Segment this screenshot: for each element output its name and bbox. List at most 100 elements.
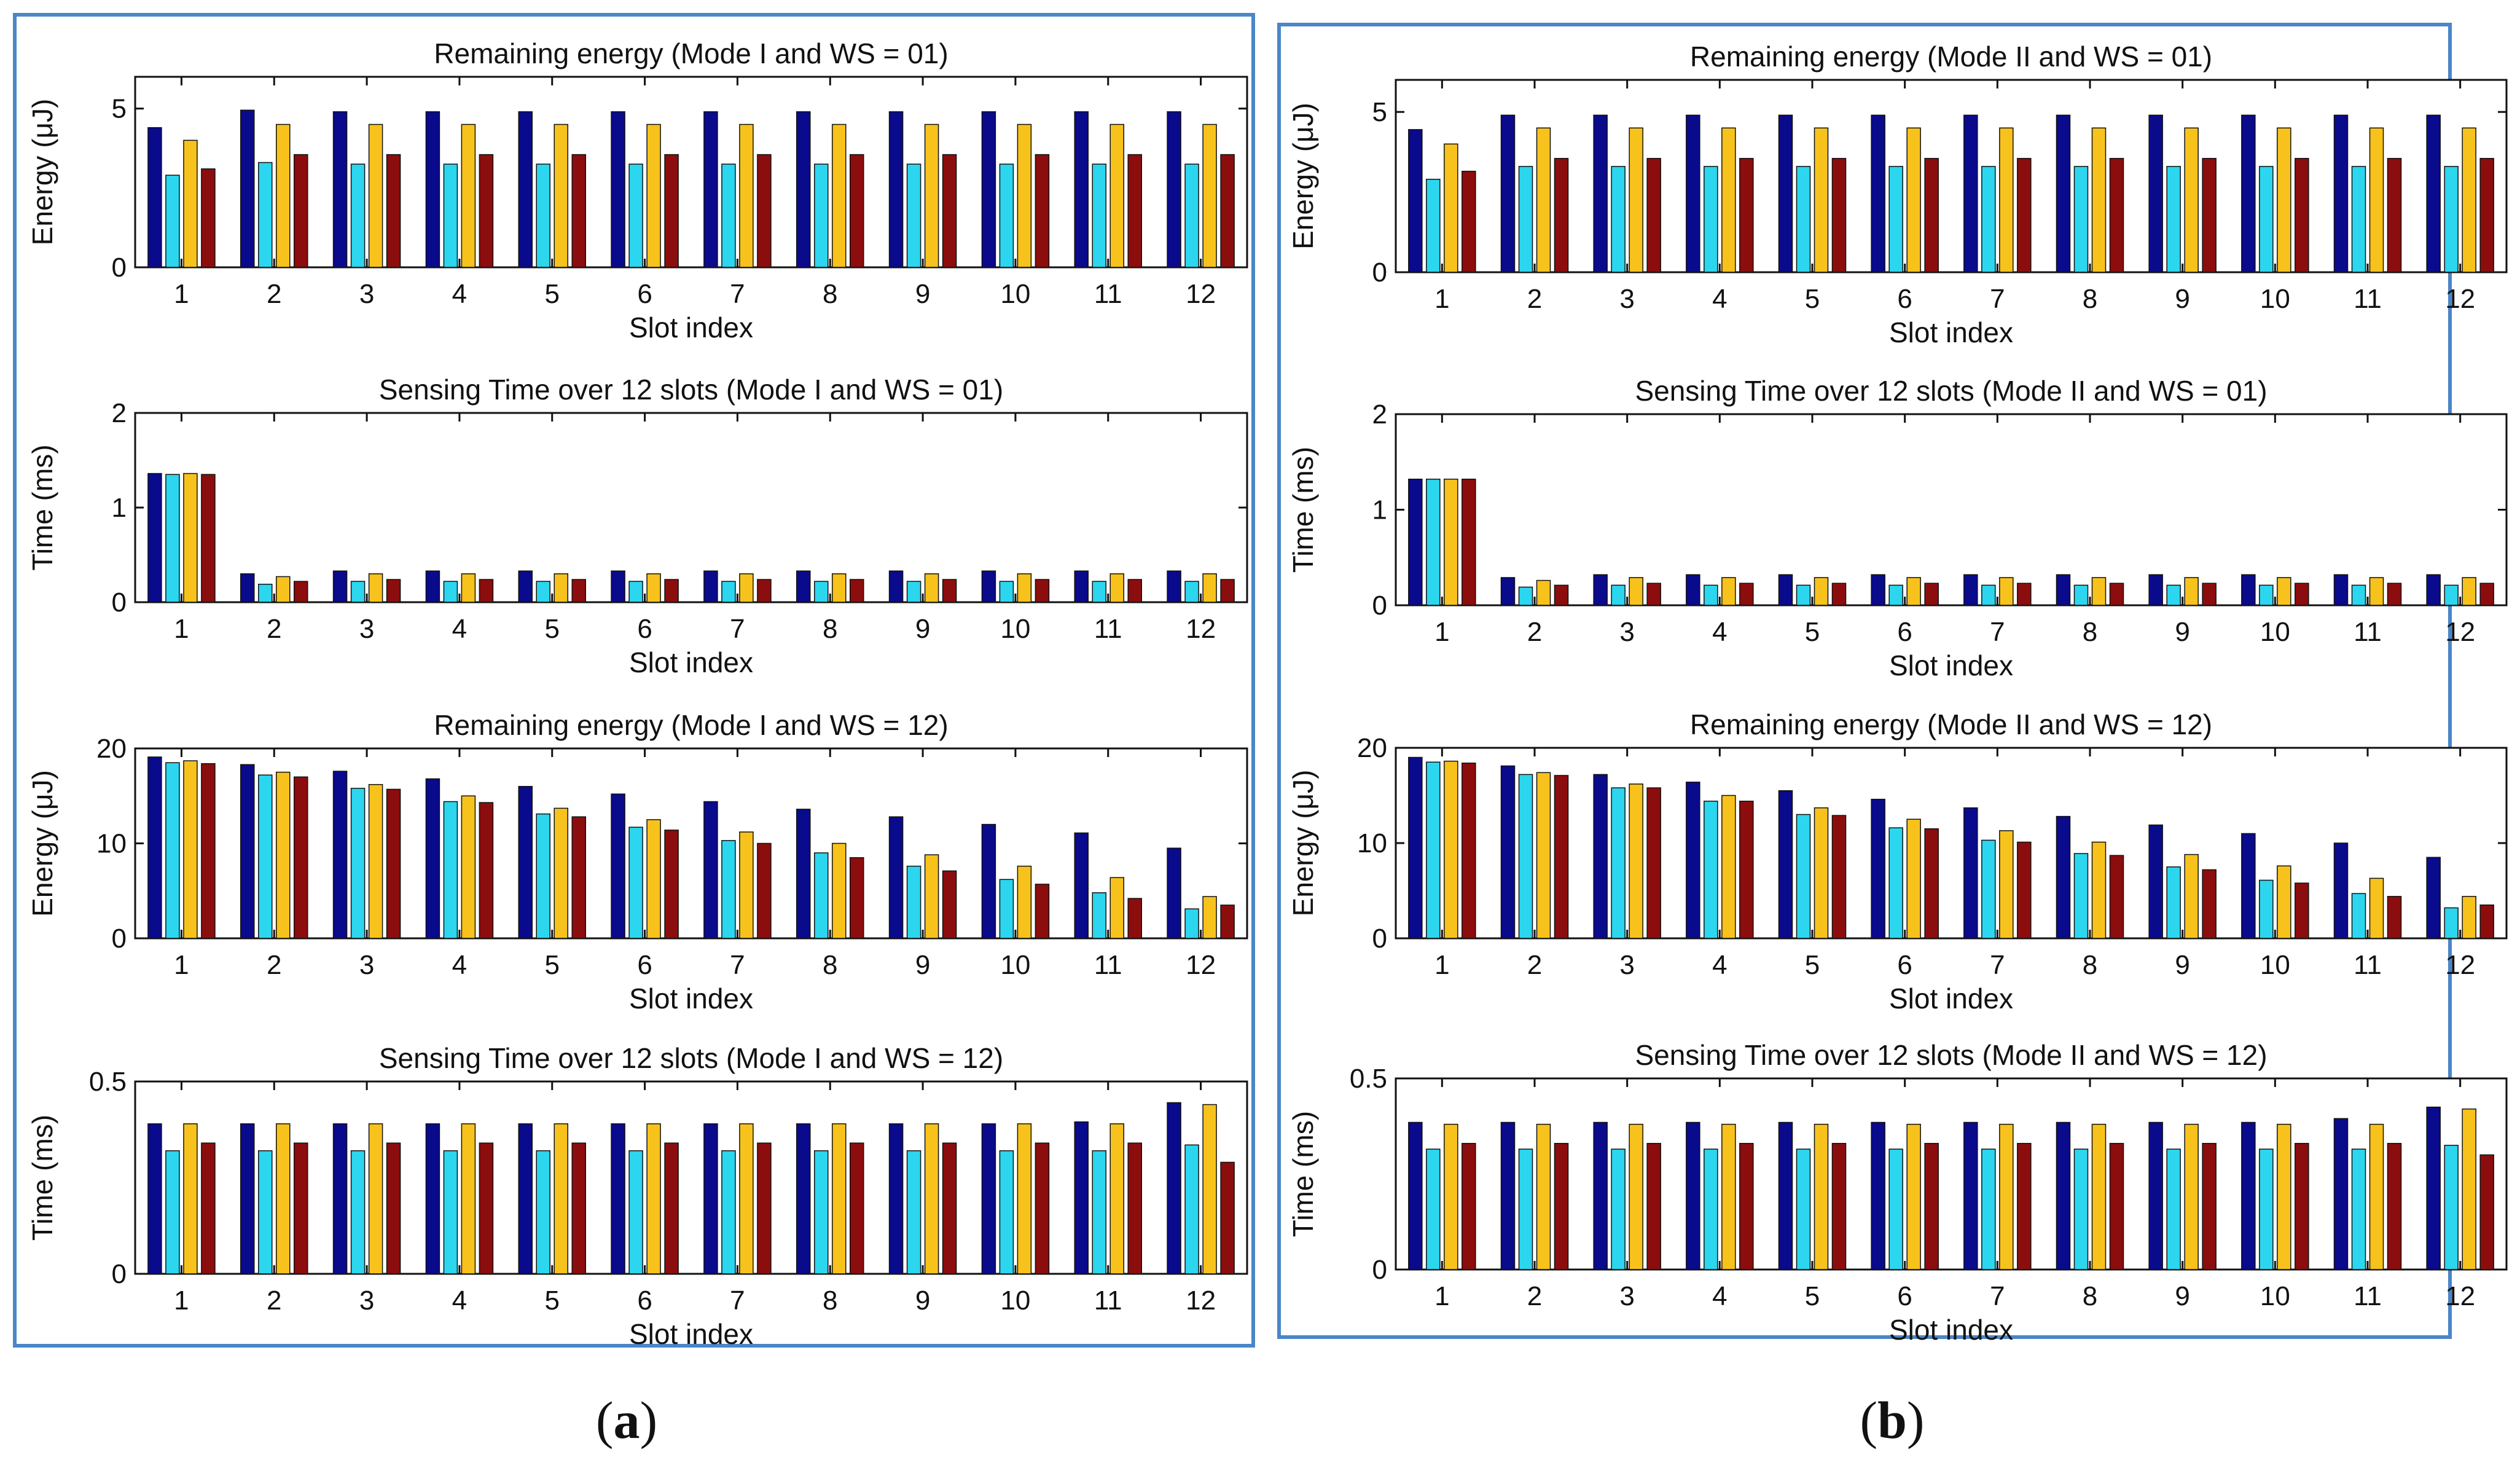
panel-label-a: (a) [596, 1391, 657, 1450]
bar [2148, 1121, 2163, 1270]
chart-title: Sensing Time over 12 slots (Mode II and … [1635, 375, 2267, 407]
x-tick-label: 5 [1805, 1281, 1820, 1311]
y-axis-label: Time (ms) [1287, 1111, 1319, 1237]
bar [183, 760, 198, 939]
bar [739, 1123, 754, 1274]
bar [1629, 127, 1643, 273]
bar [1888, 584, 1903, 606]
bar [1593, 114, 1608, 273]
bar [628, 826, 643, 939]
plot-area [134, 76, 1248, 269]
y-axis-label: Energy (μJ) [1287, 103, 1319, 249]
chart-b-2: Sensing Time over 12 slots (Mode II and … [1287, 375, 2508, 681]
bar [739, 573, 754, 603]
bar [981, 570, 996, 603]
bar [1408, 1121, 1423, 1270]
bar [2351, 1148, 2366, 1270]
bar [981, 1123, 996, 1274]
x-tick-label: 9 [915, 1285, 930, 1316]
bar [571, 816, 586, 939]
y-tick-label: 5 [1372, 97, 1387, 127]
x-tick-label: 2 [1527, 950, 1542, 980]
bar [2109, 1142, 2124, 1270]
x-tick-label: 7 [1990, 284, 2005, 314]
bar [1721, 577, 1736, 606]
bar [294, 581, 308, 603]
x-tick-label: 3 [359, 950, 374, 980]
bar [147, 1123, 162, 1274]
bar [1554, 775, 1569, 939]
x-tick-label: 9 [2175, 284, 2189, 314]
bar [1924, 158, 1939, 273]
bar [1220, 579, 1235, 603]
bar [1871, 798, 1885, 939]
bar [386, 579, 401, 603]
bar [2184, 1123, 2199, 1270]
bar [942, 870, 957, 939]
bar [1184, 1144, 1199, 1274]
bar [906, 865, 922, 939]
bar [611, 570, 625, 603]
bar [165, 474, 180, 603]
bar [2387, 583, 2402, 606]
bar [258, 162, 273, 268]
bar [2073, 584, 2089, 606]
y-axis-label: Energy (μJ) [26, 99, 58, 246]
bar [1814, 577, 1829, 606]
bar [479, 802, 494, 939]
bar [1017, 1123, 1032, 1274]
x-tick-label: 9 [2175, 617, 2189, 647]
x-tick-label: 3 [1619, 284, 1634, 314]
bar [942, 154, 957, 268]
bar [2333, 1118, 2349, 1270]
x-tick-label: 7 [730, 279, 745, 309]
bar [1796, 166, 1811, 273]
bar [461, 573, 476, 603]
bar [1963, 574, 1978, 606]
bar [1963, 114, 1978, 273]
x-tick-label: 3 [1619, 950, 1634, 980]
bar [461, 1123, 476, 1274]
x-axis-label: Slot index [1889, 1314, 2013, 1346]
bar [1593, 1121, 1608, 1270]
bar [1963, 1121, 1978, 1270]
x-tick-label: 7 [1990, 950, 2005, 980]
y-tick-label: 2 [112, 398, 127, 428]
x-tick-label: 2 [1527, 284, 1542, 314]
y-axis-label: Time (ms) [1287, 447, 1319, 573]
bar [554, 807, 568, 939]
bar [628, 581, 643, 603]
y-tick-label: 10 [96, 829, 127, 859]
bar [2148, 574, 2163, 606]
bar [1408, 478, 1423, 606]
bar [1426, 1148, 1441, 1270]
bar [1127, 154, 1142, 268]
x-tick-label: 9 [915, 614, 930, 644]
bar [2166, 166, 2181, 273]
plot-area [134, 1080, 1248, 1275]
bar [258, 583, 273, 603]
x-tick-label: 4 [1712, 284, 1727, 314]
bar [2444, 907, 2459, 939]
bar [2369, 1123, 2384, 1270]
bar [814, 1150, 829, 1274]
bar [2387, 896, 2402, 939]
x-tick-label: 5 [1805, 617, 1820, 647]
bar [2091, 1123, 2107, 1270]
bar [1184, 581, 1199, 603]
bar [1426, 761, 1441, 939]
x-tick-label: 6 [1897, 617, 1912, 647]
bar [165, 1150, 180, 1274]
bar [1981, 839, 1996, 939]
x-tick-label: 5 [545, 279, 560, 309]
bar [1536, 1123, 1551, 1270]
x-axis-label: Slot index [629, 1318, 753, 1350]
y-tick-label: 1 [1372, 495, 1387, 525]
bar [2479, 158, 2494, 273]
x-tick-label: 11 [2354, 1281, 2382, 1311]
bar [1462, 478, 1476, 606]
bar [1831, 583, 1847, 606]
x-tick-label: 11 [2354, 950, 2382, 980]
x-axis-label: Slot index [629, 312, 753, 343]
bar [554, 124, 568, 268]
